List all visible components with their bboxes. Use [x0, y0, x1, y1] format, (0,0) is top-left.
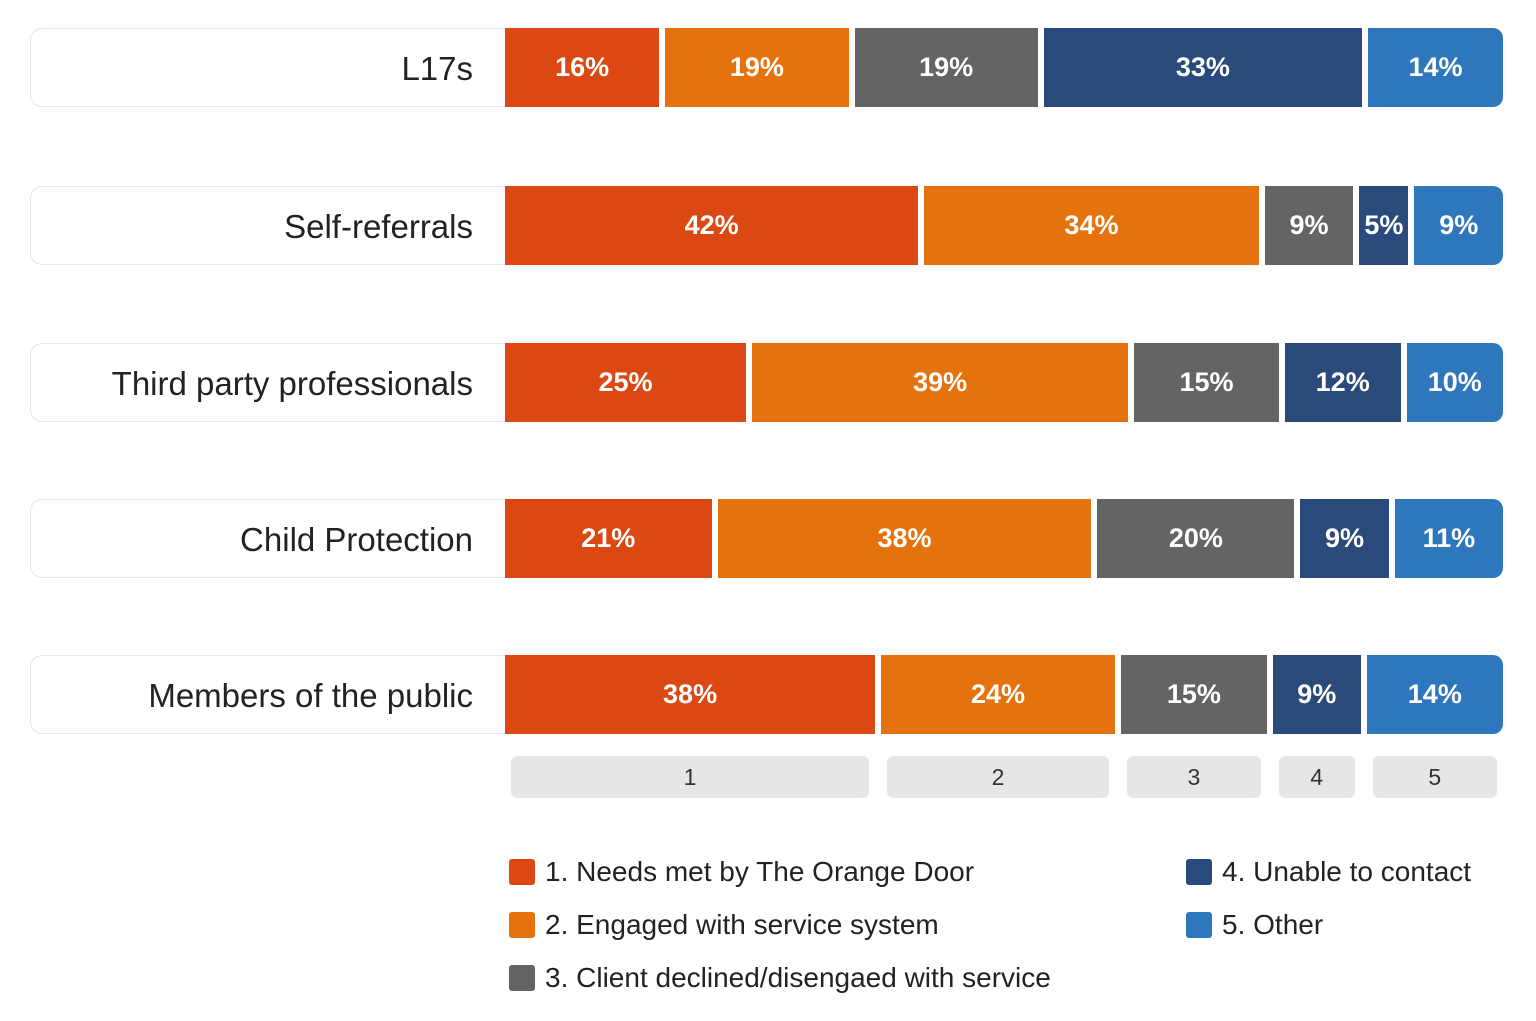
legend-item: 3. Client declined/disengaed with servic…: [509, 962, 1051, 994]
bar-row: L17s 16% 19% 19% 33% 14%: [30, 28, 1505, 107]
legend-swatch: [1186, 859, 1212, 885]
series-number-chip: 1: [511, 756, 870, 798]
category-label: Self-referrals: [284, 208, 473, 245]
series-number-chip: 5: [1372, 756, 1497, 798]
bar-segment: 9%: [1272, 655, 1361, 734]
category-label: L17s: [401, 50, 473, 87]
bar-segment: 14%: [1366, 655, 1503, 734]
bar-segment: 14%: [1367, 28, 1503, 107]
bar-segment: 12%: [1284, 343, 1401, 422]
bar-row: Members of the public 38% 24% 15% 9% 14%: [30, 655, 1505, 734]
bar-segment: 33%: [1043, 28, 1362, 107]
bar-segment: 10%: [1406, 343, 1503, 422]
bar-segment: 19%: [854, 28, 1038, 107]
category-label: Third party professionals: [111, 365, 473, 402]
category-label-box: Self-referrals: [30, 186, 505, 265]
legend-item: 4. Unable to contact: [1186, 856, 1471, 888]
bar-segment: 24%: [881, 655, 1115, 734]
bar-segment: 34%: [924, 186, 1259, 265]
legend-swatch: [1186, 912, 1212, 938]
bar-segment: 20%: [1097, 499, 1295, 578]
category-label: Child Protection: [240, 521, 473, 558]
legend-label: 3. Client declined/disengaed with servic…: [545, 962, 1051, 993]
legend-swatch: [509, 965, 535, 991]
category-label-box: Child Protection: [30, 499, 505, 578]
legend-swatch: [509, 859, 535, 885]
category-label-box: L17s: [30, 28, 505, 107]
bar-segment: 9%: [1414, 186, 1503, 265]
bar-segment: 39%: [752, 343, 1129, 422]
bar-segment: 9%: [1300, 499, 1389, 578]
bar-segment: 16%: [505, 28, 660, 107]
bar-segment: 42%: [505, 186, 919, 265]
legend-label: 5. Other: [1222, 909, 1324, 940]
bar-row: Self-referrals 42% 34% 9% 5% 9%: [30, 186, 1505, 265]
category-label: Members of the public: [148, 677, 473, 714]
bar-segment: 19%: [665, 28, 849, 107]
legend-label: 2. Engaged with service system: [545, 909, 939, 940]
bar-segment: 15%: [1134, 343, 1279, 422]
category-label-box: Members of the public: [30, 655, 505, 734]
bar-segment: 15%: [1120, 655, 1267, 734]
bar-row: Third party professionals 25% 39% 15% 12% 10%: [30, 343, 1505, 422]
bar-segment: 38%: [717, 499, 1092, 578]
legend-item: 2. Engaged with service system: [509, 909, 939, 941]
bar-segment: 11%: [1394, 499, 1503, 578]
bar-segment: 5%: [1359, 186, 1409, 265]
legend-label: 4. Unable to contact: [1222, 856, 1472, 887]
bar-segment: 9%: [1264, 186, 1354, 265]
series-number-chip: 3: [1126, 756, 1261, 798]
series-number-chip: 4: [1278, 756, 1355, 798]
legend-label: 1. Needs met by The Orange Door: [545, 856, 975, 887]
bar-segment: 38%: [505, 655, 876, 734]
series-number-chip: 2: [887, 756, 1109, 798]
bar-row: Child Protection 21% 38% 20% 9% 11%: [30, 499, 1505, 578]
legend-item: 1. Needs met by The Orange Door: [509, 856, 974, 888]
legend-item: 5. Other: [1186, 909, 1323, 941]
category-label-box: Third party professionals: [30, 343, 505, 422]
bar-segment: 21%: [505, 499, 712, 578]
legend-swatch: [509, 912, 535, 938]
bar-segment: 25%: [505, 343, 747, 422]
